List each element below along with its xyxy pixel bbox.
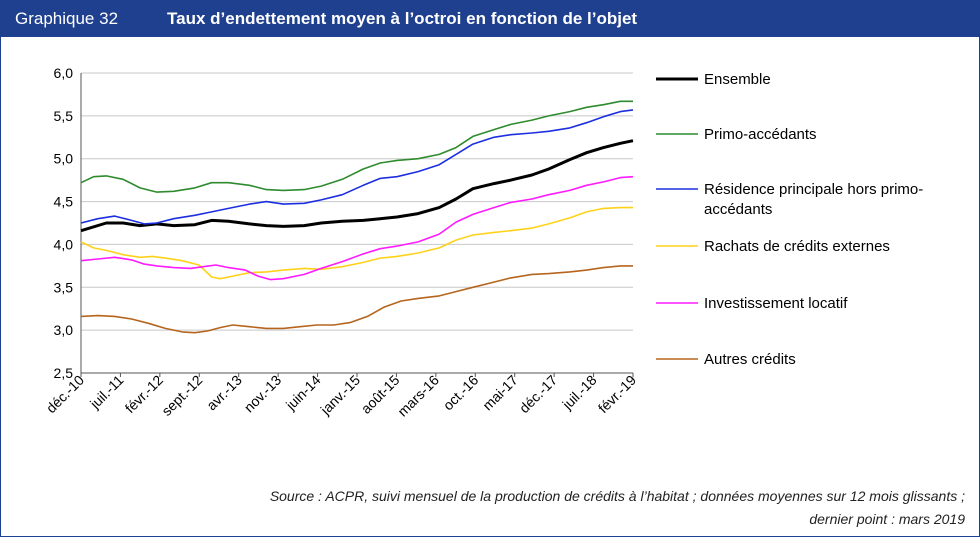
- series-line: [80, 100, 633, 193]
- legend-label: Primo-accédants: [704, 126, 817, 143]
- chart-title: Taux d’endettement moyen à l’octroi en f…: [167, 9, 638, 28]
- legend-label: Rachats de crédits externes: [704, 238, 890, 255]
- source-note-line1: Source : ACPR, suivi mensuel de la produ…: [269, 488, 965, 504]
- legend-label: Autres crédits: [704, 351, 796, 368]
- y-tick-label: 4,5: [54, 194, 74, 210]
- y-tick-label: 4,0: [54, 236, 74, 252]
- series-line: [80, 139, 634, 233]
- legend-label: Résidence principale hors primo-: [704, 181, 923, 198]
- series-line: [80, 109, 634, 225]
- x-tick-label: juil.-11: [86, 372, 127, 413]
- chart-header: Graphique 32 Taux d’endettement moyen à …: [1, 1, 979, 37]
- x-tick-label: nov.-13: [241, 372, 285, 416]
- y-tick-label: 3,0: [54, 322, 74, 338]
- x-tick-label: déc.-17: [516, 372, 560, 416]
- y-tick-label: 3,5: [54, 279, 74, 295]
- series-line: [80, 265, 633, 334]
- x-tick-label: oct.-16: [440, 372, 482, 414]
- x-tick-label: mai-17: [479, 372, 521, 414]
- chart-number: Graphique 32: [15, 9, 119, 28]
- x-tick-labels: déc.-10 juil.-11févr.-12sept.-12avr.-13no…: [43, 372, 639, 420]
- line-chart: 6,0 5,5 5,0 4,5 4,0 3,5 3,0 2,5 déc.-10 juil.-11…: [43, 65, 923, 420]
- y-tick-label: 2,5: [54, 365, 74, 381]
- x-tick-label: févr.-19: [595, 372, 639, 416]
- y-tick-labels: 6,0 5,5 5,0 4,5 4,0 3,5 3,0 2,5: [54, 65, 74, 381]
- legend-label-cont: accédants: [704, 201, 772, 218]
- source-note-line2: dernier point : mars 2019: [809, 511, 965, 527]
- x-tick-label: janv.-15: [317, 372, 364, 419]
- series-line: [80, 175, 634, 281]
- x-tick-label: juil.-18: [558, 372, 599, 413]
- y-tick-label: 5,0: [54, 151, 74, 167]
- y-tick-label: 5,5: [54, 108, 74, 124]
- x-tick-label: sept.-12: [158, 372, 205, 419]
- legend: Ensemble Primo-accédants Résidence princip…: [656, 71, 923, 368]
- legend-label: Ensemble: [704, 71, 771, 88]
- x-tick-label: mars-16: [394, 372, 442, 420]
- x-tick-label: avr.-13: [203, 372, 245, 414]
- legend-label: Investissement locatif: [704, 295, 848, 312]
- y-tick-label: 6,0: [54, 65, 74, 81]
- series-lines: [80, 100, 634, 334]
- series-line: [80, 206, 633, 280]
